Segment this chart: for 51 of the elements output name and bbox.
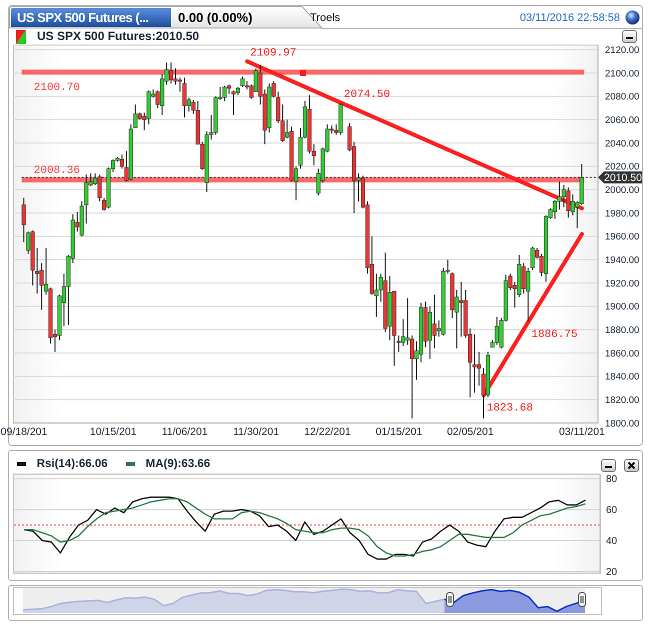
y-tick-label: 1980.00 xyxy=(605,208,640,220)
candlestick xyxy=(530,246,535,271)
x-tick-label: 01/15/201 xyxy=(376,426,422,438)
legend-label: MA(9):63.66 xyxy=(146,457,210,471)
candlestick xyxy=(476,351,482,386)
y-tick-label: 2020.00 xyxy=(605,162,640,173)
y-tick-label: 2080.00 xyxy=(605,92,640,103)
candlestick xyxy=(173,68,178,86)
x-tick-label: 03/11/201 xyxy=(558,426,606,438)
x-tick-label: 11/06/201 xyxy=(162,426,208,438)
y-tick-label: 2100.00 xyxy=(605,68,640,80)
y-tick-label: 1920.00 xyxy=(605,278,640,290)
candlestick xyxy=(472,334,477,394)
y-tick-label: 2060.00 xyxy=(605,115,640,126)
y-tick-label: 1880.00 xyxy=(605,325,640,336)
y-tick-label: 20 xyxy=(606,567,618,578)
ref-line-label: 2008.36 xyxy=(34,164,80,177)
y-tick-label: 1840.00 xyxy=(605,372,640,383)
x-tick-label: 10/15/201 xyxy=(90,426,137,438)
data-label: 2074.50 xyxy=(344,88,390,101)
text: US SPX 500 Futures (... xyxy=(17,10,149,25)
y-tick-label: 1940.00 xyxy=(605,255,640,266)
candlestick xyxy=(231,90,236,116)
legend-label: Rsi(14):66.06 xyxy=(36,457,108,471)
text: 03/11/2016 22:58:58 xyxy=(520,12,620,24)
x-tick-label: 12/22/201 xyxy=(304,426,352,438)
x-tick-label: 09/18/201 xyxy=(0,426,48,438)
candlestick xyxy=(178,77,182,92)
data-label: 1886.75 xyxy=(531,328,578,341)
y-tick-label: 1800.00 xyxy=(605,418,640,430)
x-tick-label: 11/30/201 xyxy=(233,426,280,438)
text: 0.00 (0.00%) xyxy=(178,10,252,25)
text: Troels xyxy=(310,12,340,24)
y-tick-label: 60 xyxy=(606,505,618,516)
chart-title: US SPX 500 Futures:2010.50 xyxy=(37,29,200,43)
data-label: 1823.68 xyxy=(486,402,533,414)
candlestick xyxy=(240,76,245,88)
y-tick-label: 1900.00 xyxy=(605,302,640,313)
y-tick-label: 40 xyxy=(606,536,618,548)
y-tick-label: 1820.00 xyxy=(605,395,640,406)
y-tick-label: 1960.00 xyxy=(605,232,640,243)
y-tick-label: 2040.00 xyxy=(605,138,640,150)
y-tick-label: 1860.00 xyxy=(605,348,640,360)
x-tick-label: 02/05/201 xyxy=(446,426,494,438)
ref-line-label: 2100.70 xyxy=(34,82,80,94)
y-tick-label: 2000.00 xyxy=(605,185,640,196)
data-label: 2109.97 xyxy=(250,47,296,60)
y-tick-label: 80 xyxy=(606,474,618,486)
y-tick-label: 2120.00 xyxy=(605,45,640,56)
candlestick xyxy=(120,154,124,170)
ref-line-label: 2010.50 xyxy=(604,172,642,184)
